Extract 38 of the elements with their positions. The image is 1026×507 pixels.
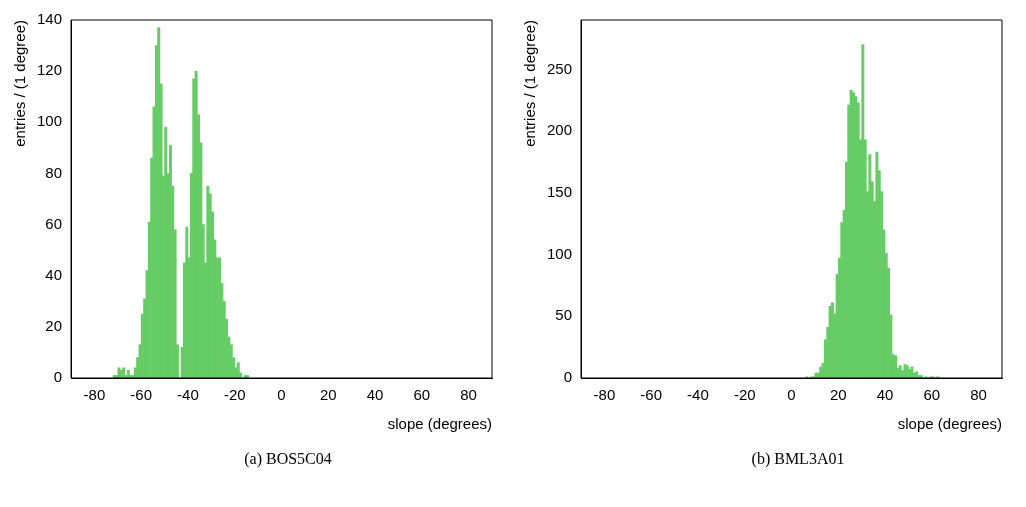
y-tick-label: 100 xyxy=(37,112,63,130)
x-tick-label: 0 xyxy=(277,386,286,404)
x-tick-label: -80 xyxy=(593,386,616,404)
y-tick-label: 120 xyxy=(37,61,63,79)
y-tick-label: 100 xyxy=(547,244,573,262)
y-tick-label: 200 xyxy=(547,121,573,139)
x-tick-label: -40 xyxy=(177,386,199,404)
x-tick-label: 40 xyxy=(366,386,384,404)
y-tick-label: 20 xyxy=(45,317,63,334)
x-axis-title: slope (degrees) xyxy=(387,415,492,433)
y-tick-label: 0 xyxy=(563,368,573,386)
x-tick-label: 60 xyxy=(413,386,431,404)
x-tick-label: -60 xyxy=(130,386,153,404)
x-tick-label: 20 xyxy=(829,386,847,404)
x-tick-label: 0 xyxy=(787,386,796,404)
x-axis-title: slope (degrees) xyxy=(897,415,1002,433)
y-tick-label: 140 xyxy=(37,10,63,28)
y-tick-label: 80 xyxy=(45,163,63,181)
x-tick-label: -60 xyxy=(640,386,663,404)
x-tick-label: 40 xyxy=(876,386,894,404)
x-tick-label: 20 xyxy=(319,386,337,404)
y-tick-label: 50 xyxy=(555,306,573,324)
text: (a) BOS5C04 xyxy=(243,450,333,468)
x-tick-label: 60 xyxy=(923,386,941,404)
x-tick-label: -80 xyxy=(83,386,106,404)
x-tick-label: -40 xyxy=(687,386,709,404)
text: (b) BML3A01 xyxy=(750,450,846,468)
y-tick-label: 250 xyxy=(547,59,573,77)
x-tick-label: -20 xyxy=(223,386,246,404)
y-tick-label: 0 xyxy=(53,368,63,386)
y-axis-title: entries / (1 degree) xyxy=(11,20,29,147)
x-tick-label: 80 xyxy=(970,386,987,404)
y-tick-label: 40 xyxy=(45,265,63,283)
y-tick-label: 60 xyxy=(45,214,63,232)
x-tick-label: 80 xyxy=(460,386,477,404)
y-tick-label: 150 xyxy=(547,182,573,200)
y-axis-title: entries / (1 degree) xyxy=(521,20,539,147)
x-tick-label: -20 xyxy=(733,386,756,404)
